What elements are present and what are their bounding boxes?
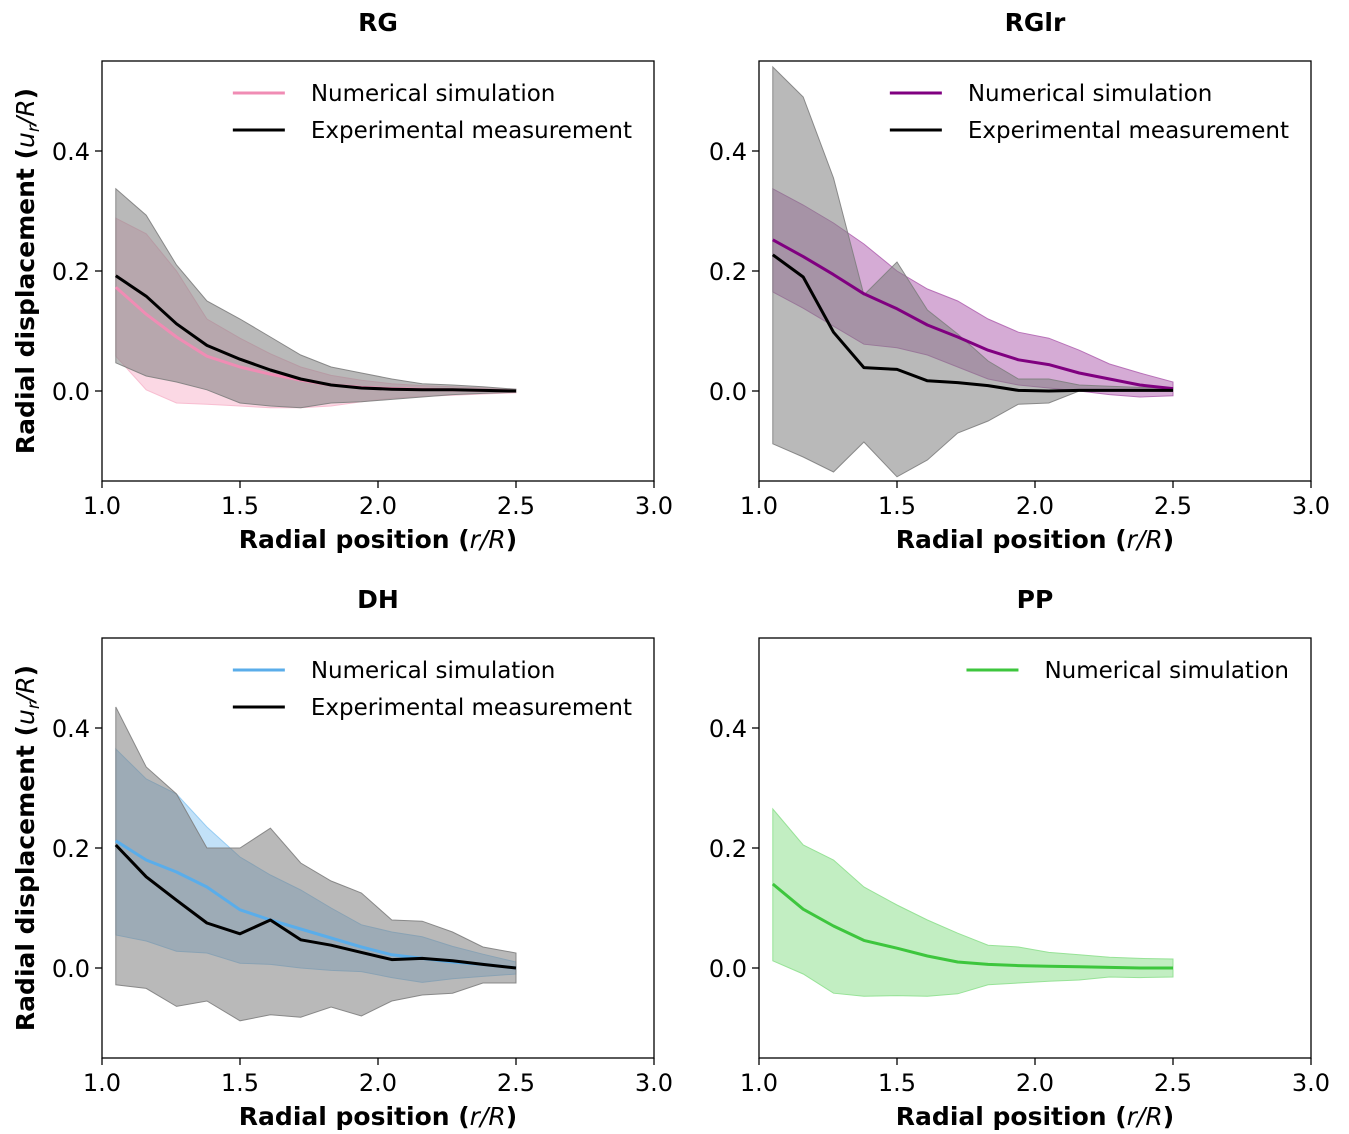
legend: Numerical simulation Experimental measure… [232,81,632,144]
legend-label: Experimental measurement [311,695,632,721]
y-tick-label: 0.2 [709,835,747,863]
legend: Numerical simulation [966,658,1289,684]
series-line [772,238,1174,391]
legend-item: Experimental measurement [232,695,632,721]
series-line [114,843,517,970]
legend: Numerical simulation Experimental measure… [889,81,1289,144]
y-tick-label: 0.0 [709,378,747,406]
x-tick-label: 3.0 [1292,492,1330,520]
y-tick-label: 0.2 [52,258,90,286]
series-line [114,274,517,393]
legend-label: Numerical simulation [968,81,1213,107]
plot-area [114,187,517,409]
legend-item: Experimental measurement [232,118,632,144]
x-axis-label: Radial position (r/R) [239,525,517,554]
axes-frame [758,637,1312,1059]
y-tick-label: 0.0 [52,378,90,406]
confidence-band [772,807,1174,997]
x-tick-label: 2.5 [1154,1069,1192,1097]
plot-area [771,807,1174,997]
y-tick-label: 0.2 [709,258,747,286]
confidence-band [115,706,517,1022]
panel-dh: DH 1.0 1.5 2.0 2.5 3.0 0.0 0.2 0.4 Radial positio… [11,585,673,1131]
x-tick-label: 1.5 [221,492,259,520]
x-tick-label: 1.0 [740,1069,778,1097]
legend-item: Numerical simulation [232,81,556,107]
legend-label: Experimental measurement [968,118,1289,144]
plot-area [114,706,517,1022]
x-axis-label: Radial position (r/R) [896,525,1174,554]
legend-item: Numerical simulation [232,658,556,684]
x-tick-label: 2.0 [359,492,397,520]
x-tick-label: 2.5 [497,1069,535,1097]
confidence-band [115,187,517,409]
x-tick-label: 1.0 [83,1069,121,1097]
legend-label: Numerical simulation [1044,658,1289,684]
y-tick-label: 0.0 [52,955,90,983]
panel-title: PP [1017,585,1054,614]
y-tick-label: 0.4 [709,715,747,743]
y-tick-label: 0.4 [52,138,90,166]
x-tick-label: 1.5 [221,1069,259,1097]
panel-rg: RG 1.0 1.5 2.0 2.5 3.0 0.0 0.2 0.4 Radial positio… [11,8,673,554]
x-tick-label: 2.0 [1016,492,1054,520]
x-axis-label: Radial position (r/R) [239,1102,517,1131]
legend-item: Experimental measurement [889,118,1289,144]
x-tick-label: 3.0 [635,492,673,520]
x-tick-label: 3.0 [635,1069,673,1097]
x-tick-label: 1.0 [83,492,121,520]
x-tick-label: 1.5 [878,492,916,520]
legend: Numerical simulation Experimental measure… [232,658,632,721]
x-tick-label: 2.0 [1016,1069,1054,1097]
panel-title: DH [357,585,399,614]
series-line [771,253,1173,393]
x-axis-label: Radial position (r/R) [896,1102,1174,1131]
panel-pp: PP 1.0 1.5 2.0 2.5 3.0 0.0 0.2 0.4 Radial positio… [709,585,1330,1131]
x-tick-label: 1.0 [740,492,778,520]
legend-label: Numerical simulation [311,81,556,107]
x-tick-label: 2.5 [1154,492,1192,520]
y-tick-label: 0.4 [709,138,747,166]
y-tick-label: 0.0 [709,955,747,983]
plot-area [771,65,1174,478]
y-axis-label: Radial displacement (ur/R) [11,88,44,454]
panel-title: RGlr [1005,8,1066,37]
panel-title: RG [358,8,398,37]
legend-label: Numerical simulation [311,658,556,684]
y-tick-label: 0.2 [52,835,90,863]
legend-label: Experimental measurement [311,118,632,144]
panel-rglr: RGlr 1.0 1.5 2.0 2.5 3.0 0.0 0.2 0.4 Radial posit… [709,8,1330,554]
legend-item: Numerical simulation [966,658,1289,684]
legend-item: Numerical simulation [889,81,1213,107]
series-line [771,882,1173,970]
y-tick-label: 0.4 [52,715,90,743]
x-tick-label: 2.5 [497,492,535,520]
x-tick-label: 2.0 [359,1069,397,1097]
x-tick-label: 1.5 [878,1069,916,1097]
y-axis-label: Radial displacement (ur/R) [11,665,44,1031]
x-tick-label: 3.0 [1292,1069,1330,1097]
